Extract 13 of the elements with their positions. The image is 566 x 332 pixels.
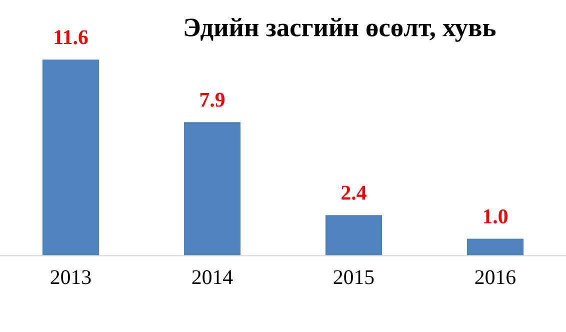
x-tick-label: 2014 bbox=[192, 270, 233, 284]
bar bbox=[325, 215, 382, 256]
x-tick-label: 2013 bbox=[50, 270, 91, 284]
bar bbox=[42, 60, 100, 256]
bar bbox=[466, 238, 524, 256]
data-label: 2.4 bbox=[342, 186, 366, 200]
chart-title: Эдийн засгийн өсөлт, хувь bbox=[184, 18, 496, 42]
x-tick-label: 2016 bbox=[475, 270, 516, 284]
data-label: 7.9 bbox=[200, 92, 225, 107]
bar bbox=[184, 122, 241, 256]
x-tick-label: 2015 bbox=[334, 270, 374, 284]
data-label: 11.6 bbox=[54, 30, 88, 44]
data-label: 1.0 bbox=[484, 209, 508, 224]
